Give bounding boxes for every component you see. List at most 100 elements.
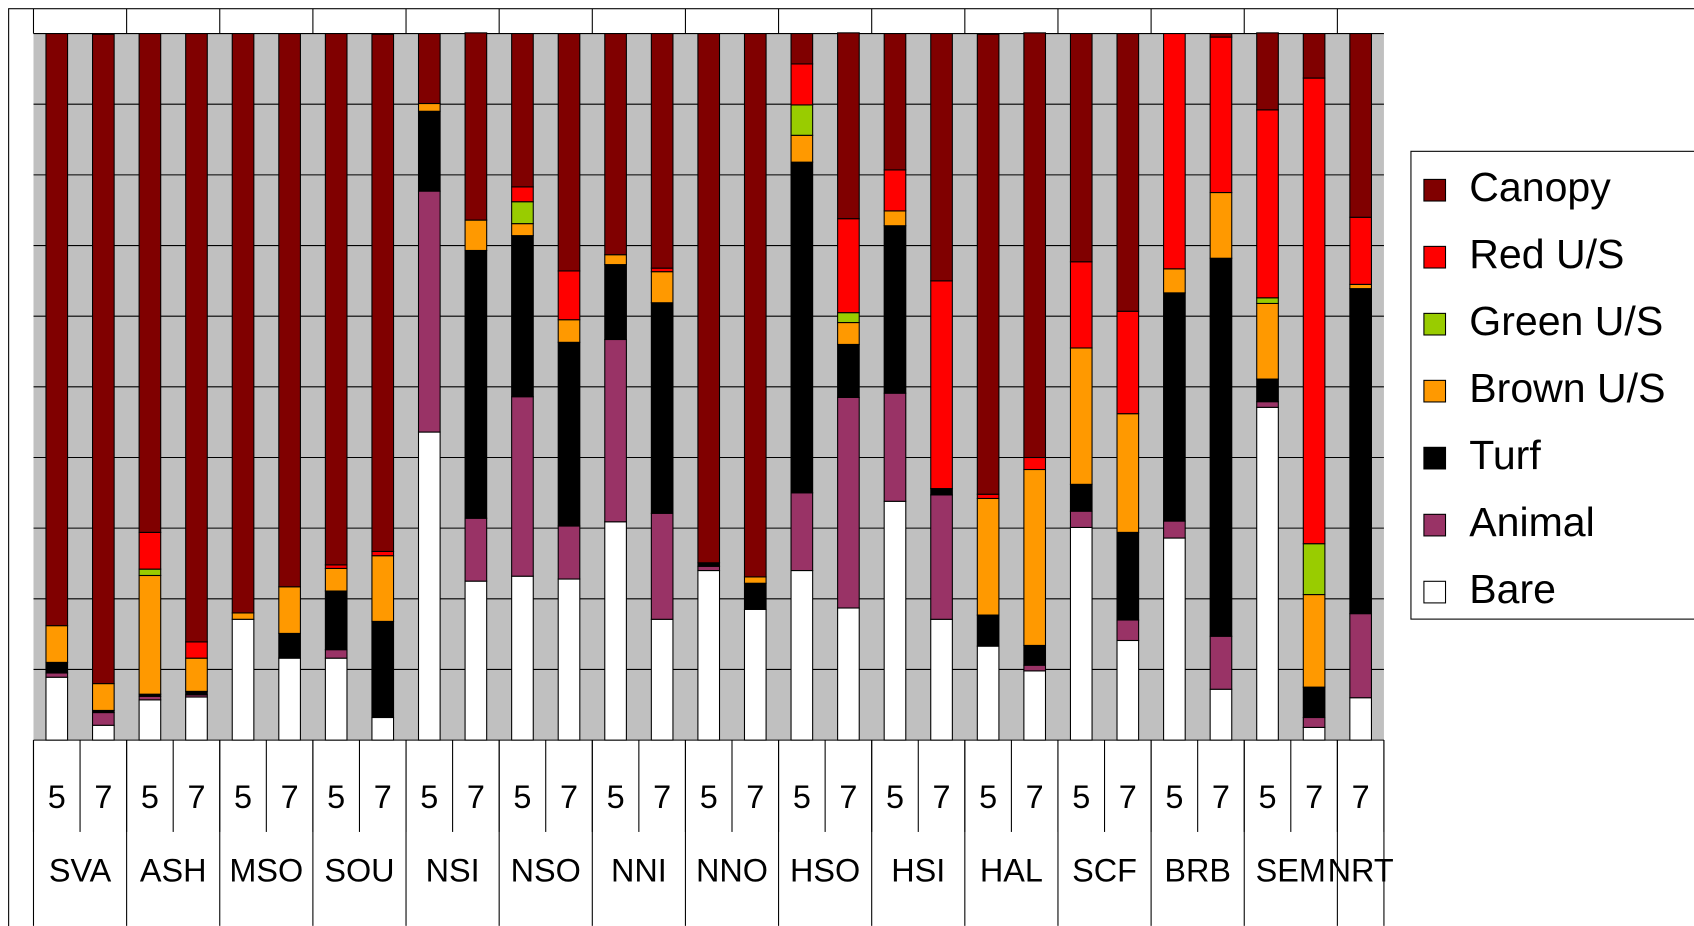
bar-segment: [1256, 406, 1279, 741]
bar-segment: [837, 343, 860, 398]
x-tick-label: 5: [1165, 779, 1183, 815]
bar-segment: [45, 672, 69, 678]
bar-segment: [837, 607, 860, 741]
bar-segment: [185, 33, 208, 643]
x-tick-label: 5: [513, 779, 531, 815]
bar-segment: [976, 497, 1000, 616]
bar-segment: [790, 161, 814, 494]
bar-segment: [1302, 77, 1326, 545]
bar-segment: [604, 264, 627, 341]
bar-segment: [1023, 456, 1047, 471]
bar-segment: [278, 586, 301, 634]
group-label: SCF: [1072, 853, 1137, 889]
bar-segment: [324, 657, 348, 741]
bar-segment: [930, 618, 953, 741]
bar-segment: [604, 338, 627, 523]
x-tick-label: 7: [560, 779, 578, 815]
bar-segment: [790, 134, 814, 163]
bar-segment: [324, 33, 348, 566]
bar-segment: [138, 699, 162, 741]
bar-segment: [557, 578, 581, 741]
bar-segment: [976, 645, 1000, 741]
x-tick-label: 5: [327, 779, 345, 815]
x-tick-label: 7: [1352, 779, 1370, 815]
bar-segment: [930, 494, 953, 620]
legend-swatch: [1423, 312, 1447, 336]
bar-segment: [278, 657, 301, 741]
bar-segment: [1349, 697, 1372, 741]
bar-segment: [604, 254, 627, 266]
bar-segment: [1163, 537, 1186, 741]
bar-segment: [371, 716, 395, 741]
bar-segment: [557, 341, 581, 527]
bar-segment: [278, 33, 301, 588]
legend-swatch: [1423, 513, 1447, 537]
bar-segment: [1302, 594, 1326, 688]
bar-segment: [1163, 268, 1186, 294]
bar-segment: [1256, 302, 1279, 380]
bar-segment: [511, 396, 534, 577]
bar-segment: [976, 493, 1000, 500]
x-tick-label: 7: [839, 779, 857, 815]
bar-segment: [464, 580, 488, 741]
bar-segment: [185, 696, 208, 741]
bar-segment: [1302, 543, 1326, 596]
bar-segment: [1069, 261, 1093, 349]
group-label: NNI: [611, 853, 667, 889]
bar-segment: [790, 104, 814, 136]
bar-segment: [91, 683, 115, 711]
bar-segment: [464, 517, 488, 582]
bar-segment: [790, 569, 814, 741]
bar-segment: [930, 33, 953, 282]
bar-segment: [324, 567, 348, 592]
bar-segment: [650, 618, 674, 741]
bar-segment: [976, 33, 1000, 495]
bar-segment: [371, 33, 395, 553]
bar-segment: [278, 632, 301, 659]
bar-segment: [837, 312, 860, 324]
group-label: SOU: [324, 853, 394, 889]
bar-segment: [557, 33, 581, 272]
bar-segment: [1023, 664, 1047, 672]
bar-segment: [45, 661, 69, 674]
bar-segment: [790, 63, 814, 106]
group-label: ASH: [140, 853, 207, 889]
bar-segment: [1116, 531, 1140, 621]
bar-segment: [557, 525, 581, 580]
bar-segment: [511, 223, 534, 237]
bar-segment: [91, 712, 115, 726]
bar-segment: [417, 110, 441, 192]
bar-segment: [883, 33, 907, 171]
bar-segment: [464, 249, 488, 519]
bar-segment: [930, 280, 953, 490]
group-label: HSO: [790, 853, 860, 889]
bar-segment: [371, 550, 395, 557]
x-tick-label: 5: [234, 779, 252, 815]
bar-segment: [231, 612, 255, 620]
legend-label: Brown U/S: [1469, 365, 1665, 411]
x-tick-label: 5: [420, 779, 438, 815]
bar-segment: [1256, 297, 1279, 305]
group-label: MSO: [229, 853, 303, 889]
bar-segment: [604, 521, 627, 741]
bar-segment: [743, 33, 767, 578]
bar-segment: [45, 625, 69, 663]
bar-segment: [1116, 619, 1140, 642]
bar-segment: [883, 169, 907, 212]
x-tick-label: 5: [607, 779, 625, 815]
bar-segment: [138, 568, 162, 577]
legend-label: Bare: [1469, 566, 1556, 612]
bar-segment: [790, 33, 814, 65]
bar-segment: [45, 676, 69, 741]
bar-segment: [1209, 688, 1233, 741]
bar-segment: [1349, 216, 1372, 285]
bar-segment: [1209, 33, 1233, 38]
bar-segment: [697, 569, 721, 741]
x-tick-label: 7: [281, 779, 299, 815]
bar-segment: [1069, 347, 1093, 485]
bar-segment: [1256, 109, 1279, 299]
group-label: BRB: [1164, 853, 1231, 889]
bar-segment: [371, 620, 395, 719]
bar-segment: [1163, 33, 1186, 270]
bar-segment: [1349, 288, 1372, 615]
